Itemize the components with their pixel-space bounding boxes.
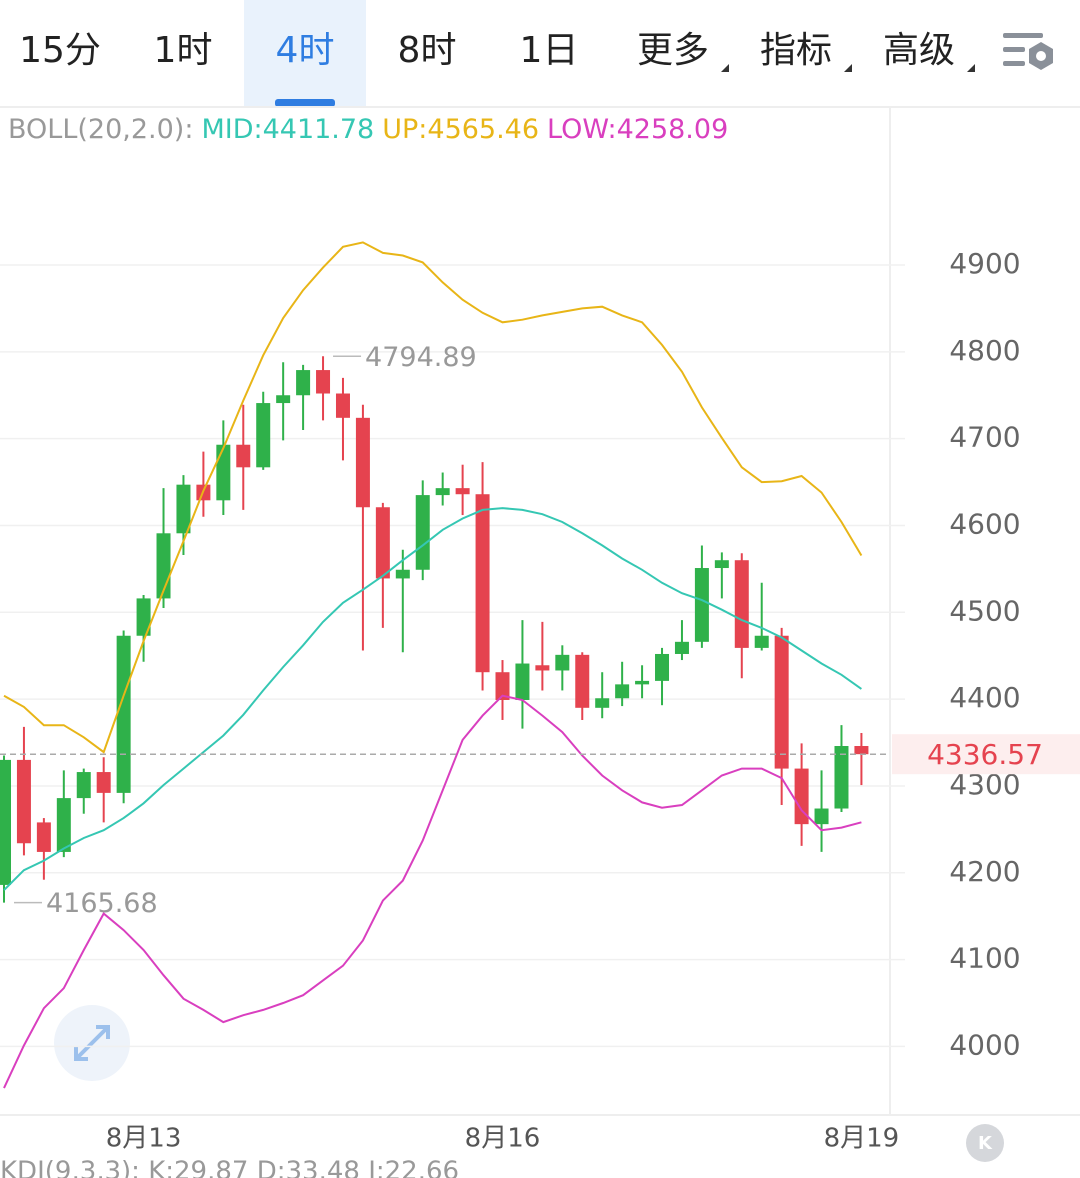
y-tick-label: 4600 [949, 507, 1020, 540]
candle-body [56, 798, 71, 852]
candle-body [774, 635, 789, 769]
candle-body [0, 759, 11, 885]
legend-entry: LOW:4258.09 [547, 114, 728, 145]
candle-body [635, 680, 650, 685]
tab[interactable]: 高级 [883, 30, 955, 71]
boll-line [3, 241, 863, 754]
tab[interactable]: 8时 [398, 30, 457, 71]
candle-body [236, 444, 251, 468]
candle-body [615, 684, 630, 699]
y-tick-label: 4000 [949, 1028, 1020, 1061]
annotation: 4165.68 [46, 888, 158, 919]
legend-entry: UP:4565.46 [382, 114, 539, 145]
candle-body [455, 488, 470, 495]
candle-body [216, 444, 231, 501]
candle-body [754, 635, 769, 648]
boll-line [3, 694, 862, 1089]
candle-body [36, 822, 51, 852]
candle-body [674, 641, 689, 654]
y-tick-label: 4400 [949, 681, 1020, 714]
y-tick-label: 4800 [949, 334, 1020, 367]
y-tick-label: 4100 [949, 942, 1020, 975]
boll-line [3, 507, 862, 891]
tab[interactable]: 4时 [276, 30, 335, 71]
candle-body [296, 370, 311, 396]
candle-body [794, 768, 809, 825]
candle-body [176, 484, 191, 534]
candle-body [395, 569, 410, 579]
candle-body [435, 488, 450, 496]
last-price-box [892, 734, 1080, 775]
tab[interactable]: 1时 [154, 30, 213, 71]
selected-tab-indicator [275, 99, 335, 107]
candle-body [16, 759, 31, 844]
candle-body [316, 370, 331, 394]
candle-body [854, 746, 869, 755]
candle-body [276, 395, 291, 404]
candle-body [655, 653, 670, 681]
candle-body [714, 560, 729, 569]
candle-body [116, 635, 131, 793]
dropdown-caret [967, 64, 975, 72]
legend-entry: MID:4411.78 [201, 114, 374, 145]
indicator-legend: BOLL(20,2.0): MID:4411.78 UP:4565.46 LOW:42… [8, 114, 728, 145]
candle-body [834, 746, 849, 809]
scroll-end-button[interactable]: K [966, 1124, 1004, 1162]
x-tick-label: 8月13 [106, 1124, 182, 1154]
dropdown-caret [721, 64, 729, 72]
indicator-name: BOLL(20,2.0): [8, 114, 193, 145]
candle-body [814, 808, 829, 825]
candle-body [136, 598, 151, 636]
y-tick-label: 4900 [949, 247, 1020, 280]
candle-body [515, 663, 530, 700]
expand-button[interactable] [54, 1005, 130, 1081]
candle-body [415, 495, 430, 570]
candle-body [595, 698, 610, 708]
candle-body [575, 654, 590, 708]
candle-body [335, 393, 350, 418]
candle-body [96, 772, 111, 793]
x-tick-label: 8月16 [465, 1124, 541, 1154]
tab[interactable]: 1日 [520, 30, 579, 71]
candle-body [375, 507, 390, 579]
y-tick-label: 4500 [949, 594, 1020, 627]
tab[interactable]: 指标 [760, 30, 832, 71]
candle-body [256, 403, 271, 468]
tab[interactable]: 15分 [19, 30, 101, 71]
selected-tab-bg [244, 0, 366, 107]
y-tick-label: 4200 [949, 855, 1020, 888]
footer-indicator: KDJ(9,3,3): K:29.87 D:33.48 J:22.66 [0, 1157, 459, 1178]
y-tick-label: 4700 [949, 421, 1020, 454]
dropdown-caret [844, 64, 852, 72]
candle-body [694, 568, 709, 642]
annotation: 4794.89 [365, 342, 477, 373]
svg-text:K: K [978, 1133, 993, 1154]
candle-body [495, 672, 510, 700]
x-tick-label: 8月19 [824, 1124, 900, 1154]
candle-body [535, 665, 550, 671]
last-price-label: 4336.57 [927, 738, 1043, 771]
candle-body [355, 417, 370, 508]
candle-body [475, 494, 490, 673]
tab[interactable]: 更多 [637, 30, 709, 71]
candle-body [76, 772, 91, 799]
settings-icon[interactable] [1003, 33, 1053, 70]
candle-body [555, 654, 570, 671]
candle-body [734, 560, 749, 648]
